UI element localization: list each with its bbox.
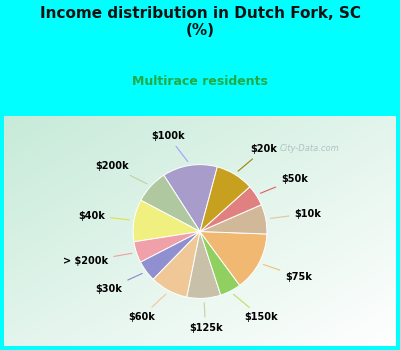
Text: Income distribution in Dutch Fork, SC
(%): Income distribution in Dutch Fork, SC (%… (40, 6, 360, 38)
Wedge shape (141, 175, 200, 231)
Text: $10k: $10k (270, 209, 322, 219)
Text: $125k: $125k (189, 303, 222, 332)
Text: $200k: $200k (96, 161, 147, 184)
Text: $75k: $75k (263, 265, 312, 281)
Wedge shape (153, 231, 200, 297)
Wedge shape (200, 167, 250, 231)
Text: > $200k: > $200k (63, 253, 132, 266)
Text: $40k: $40k (78, 211, 130, 220)
Wedge shape (200, 231, 267, 285)
Wedge shape (200, 231, 240, 295)
Text: $150k: $150k (234, 294, 278, 322)
Wedge shape (200, 205, 267, 234)
Text: City-Data.com: City-Data.com (280, 144, 340, 153)
Text: $50k: $50k (260, 174, 308, 193)
Wedge shape (164, 164, 217, 231)
Wedge shape (140, 231, 200, 279)
Wedge shape (134, 231, 200, 262)
Text: $20k: $20k (238, 145, 277, 171)
Wedge shape (187, 231, 221, 299)
Text: $100k: $100k (152, 131, 188, 161)
Text: $60k: $60k (128, 294, 166, 322)
Text: $30k: $30k (96, 273, 142, 294)
Wedge shape (133, 200, 200, 242)
Wedge shape (200, 187, 261, 231)
Text: Multirace residents: Multirace residents (132, 75, 268, 89)
